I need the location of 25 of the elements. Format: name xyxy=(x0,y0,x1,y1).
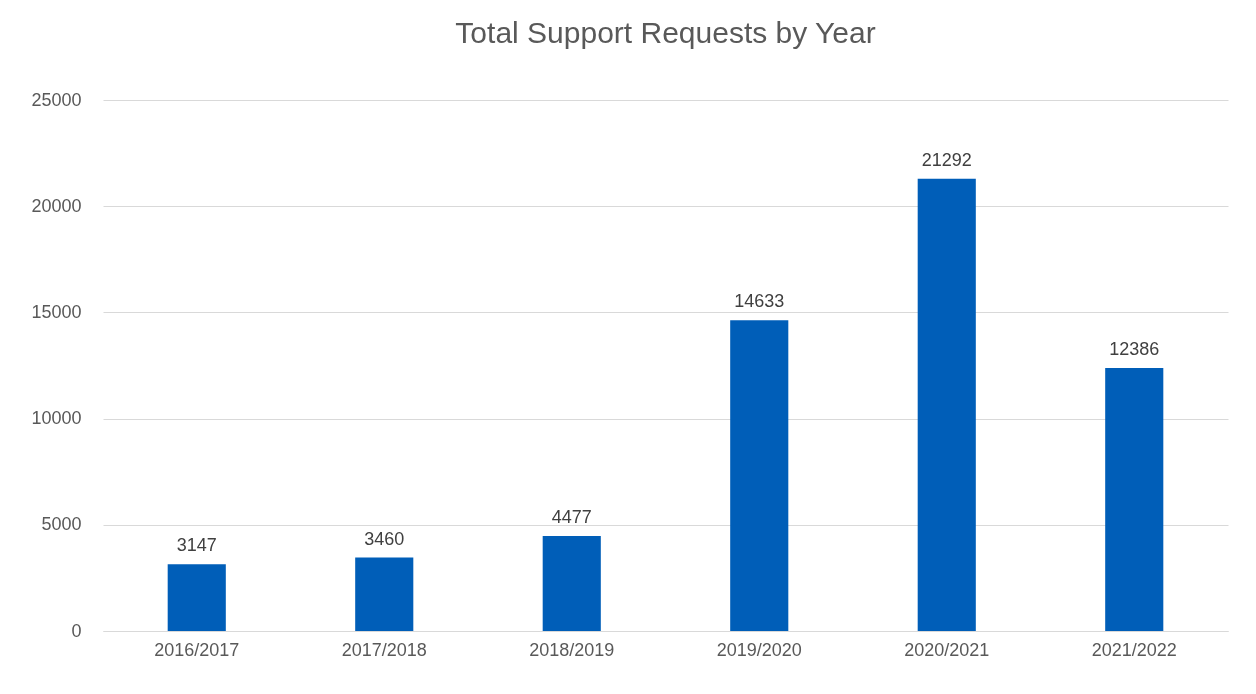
y-tick-label: 15000 xyxy=(31,301,82,322)
x-tick-label: 2021/2022 xyxy=(1091,639,1177,660)
y-tick-label: 25000 xyxy=(31,89,82,110)
x-tick-label: 2018/2019 xyxy=(529,639,615,660)
data-label: 12386 xyxy=(1109,338,1160,359)
y-tick-label: 5000 xyxy=(41,514,82,535)
data-label: 21292 xyxy=(921,149,972,170)
data-label: 4477 xyxy=(551,506,592,527)
bar xyxy=(542,535,601,631)
x-tick-label: 2017/2018 xyxy=(341,639,427,660)
y-tick-label: 20000 xyxy=(31,195,82,216)
y-tick-label: 10000 xyxy=(31,408,82,429)
data-label: 14633 xyxy=(734,291,785,312)
bar xyxy=(1105,367,1164,631)
x-tick-label: 2020/2021 xyxy=(904,639,990,660)
x-tick-label: 2019/2020 xyxy=(716,639,802,660)
x-tick-label: 2016/2017 xyxy=(154,639,240,660)
bar xyxy=(730,320,789,631)
bar xyxy=(167,564,226,631)
y-tick-label: 0 xyxy=(71,620,82,641)
chart-title: Total Support Requests by Year xyxy=(455,16,876,49)
data-label: 3460 xyxy=(364,528,405,549)
bar xyxy=(355,557,414,631)
bar xyxy=(917,178,976,631)
data-label: 3147 xyxy=(176,535,217,556)
